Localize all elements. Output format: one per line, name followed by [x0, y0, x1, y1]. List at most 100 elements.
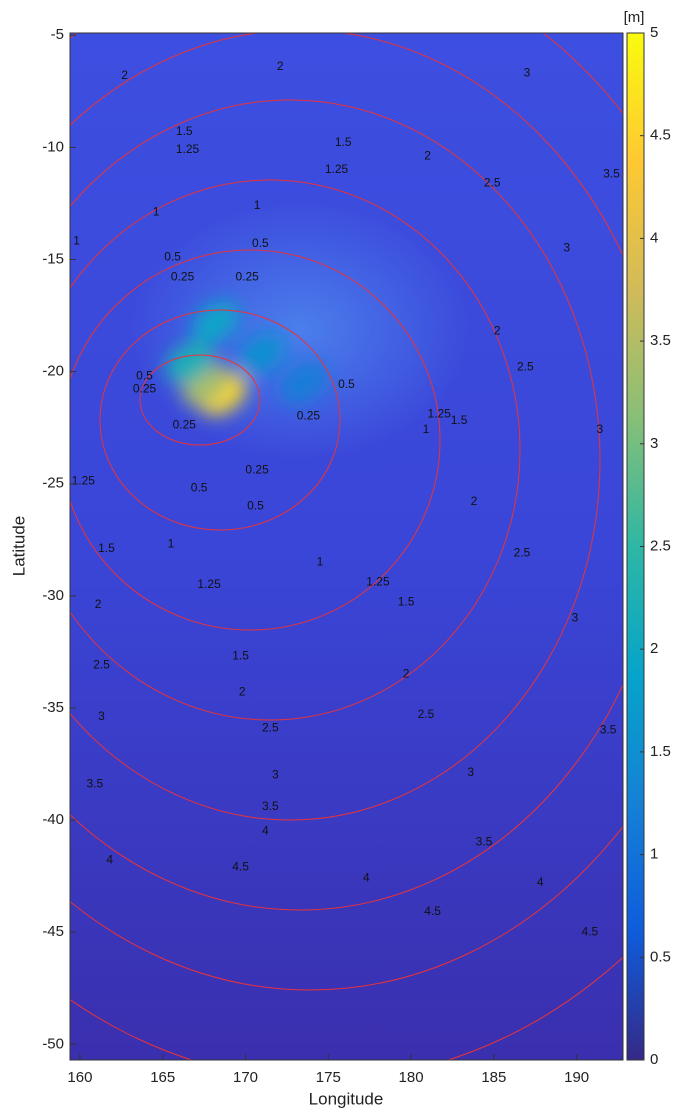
colorbar-label: [m]: [624, 9, 645, 26]
y-tick-label: -50: [42, 1035, 64, 1052]
contour-label: 2: [239, 684, 246, 698]
x-axis-label: Longitude: [309, 1089, 384, 1108]
contour-label: 1.25: [72, 474, 96, 488]
contour-label: 1.25: [428, 406, 452, 420]
colorbar-tick-label: 0: [650, 1051, 658, 1068]
contour-label: 3: [467, 765, 474, 779]
x-tick-label: 185: [481, 1069, 506, 1086]
colorbar-tick-label: 1.5: [650, 743, 671, 760]
contour-label: 0.5: [252, 236, 269, 250]
contour-label: 1.25: [325, 162, 349, 176]
x-tick-label: 160: [67, 1069, 92, 1086]
y-tick-label: -25: [42, 475, 64, 492]
contour-label: 0.5: [191, 480, 208, 494]
colorbar-tick-label: 1: [650, 846, 658, 863]
contour-label: 2: [494, 323, 501, 337]
contour-label: 1.25: [197, 577, 221, 591]
contour-label: 1: [73, 234, 80, 248]
contour-lines: [70, 33, 623, 1060]
contour-label: 1.5: [451, 413, 468, 427]
contour-label: 1.5: [398, 595, 415, 609]
contour-label: 2: [403, 666, 410, 680]
colorbar-tick-label: 3: [650, 435, 658, 452]
y-tick-label: -10: [42, 138, 64, 155]
colorbar-tick-label: 0.5: [650, 948, 671, 965]
contour-label: 2: [277, 59, 284, 73]
contour-label: 4: [262, 823, 269, 837]
y-tick-label: -30: [42, 587, 64, 604]
contour-label: 4: [537, 875, 544, 889]
contour-label: 1.5: [232, 649, 249, 663]
contour-label: 3: [596, 422, 603, 436]
contour-label: 3.5: [262, 799, 279, 813]
x-tick-label: 170: [233, 1069, 258, 1086]
contour-label: 3: [98, 709, 105, 723]
contour-label: 1.5: [98, 541, 115, 555]
x-tick-label: 165: [150, 1069, 175, 1086]
y-tick-label: -15: [42, 250, 64, 267]
hotspot: [279, 361, 328, 404]
contour-label: 3.5: [86, 776, 103, 790]
y-tick-label: -40: [42, 811, 64, 828]
contour-label: 2: [424, 149, 431, 163]
contour-label: 1: [254, 198, 261, 212]
contour-label: 0.5: [136, 368, 153, 382]
contour-label: 2.5: [93, 658, 110, 672]
hotspot: [192, 301, 240, 344]
contour-label: 4.5: [424, 904, 441, 918]
contour-label: 2.5: [484, 175, 501, 189]
colorbar-tick-label: 2.5: [650, 537, 671, 554]
x-tick-label: 175: [316, 1069, 341, 1086]
plot-frame: [69, 32, 624, 1061]
y-axis-label: Latitude: [9, 516, 28, 577]
hotspot: [165, 341, 213, 384]
contour-label: 0.25: [245, 462, 269, 476]
contour-label: 1.25: [366, 575, 390, 589]
colorbar-tick-label: 4.5: [650, 127, 671, 144]
contour-label: 2: [95, 597, 102, 611]
y-tick-label: -5: [51, 26, 64, 43]
contour-label: 2.5: [517, 359, 534, 373]
contour-label: 0.5: [338, 377, 355, 391]
contour-label: 1: [153, 205, 160, 219]
contour-label: 0.25: [173, 418, 197, 432]
colorbar-tick-label: 2: [650, 640, 658, 657]
contour-label: 2.5: [418, 707, 435, 721]
y-tick-label: -20: [42, 363, 64, 380]
contour-label: 3.5: [600, 723, 617, 737]
contour-label: 1: [423, 422, 430, 436]
contour-label: 1.5: [176, 124, 193, 138]
contour-label: 1: [168, 536, 175, 550]
contour-label: 0.25: [235, 270, 259, 284]
contour-label: 4.5: [232, 859, 249, 873]
contour-label: 2: [471, 494, 478, 508]
contour-label: 1.25: [176, 142, 200, 156]
y-tick-label: -35: [42, 699, 64, 716]
contour-label: 0.5: [164, 249, 181, 263]
field-background: [70, 33, 623, 1060]
colorbar-tick-label: 4: [650, 229, 658, 246]
contour-label: 3: [524, 66, 531, 80]
y-tick-label: -45: [42, 923, 64, 940]
contour-label: 2: [121, 68, 128, 82]
contour-label: 2.5: [262, 720, 279, 734]
contour-label: 3.5: [603, 166, 620, 180]
hotspot: [238, 332, 286, 375]
contour-label: 4: [363, 871, 370, 885]
contour-label: 3.5: [476, 835, 493, 849]
contour-label: 0.25: [297, 409, 321, 423]
colorbar-tick-label: 3.5: [650, 332, 671, 349]
contour-label: 0.5: [247, 498, 264, 512]
contour-label: 0.25: [133, 382, 157, 396]
contour-label: 1: [317, 554, 324, 568]
contour-label: 2.5: [514, 545, 531, 559]
contour-label: 3: [572, 610, 579, 624]
contour-label: 4.5: [582, 924, 599, 938]
contour-label: 3: [272, 767, 279, 781]
contour-label: 3: [563, 240, 570, 254]
x-tick-label: 190: [564, 1069, 589, 1086]
colorbar-tick-label: 5: [650, 24, 658, 41]
contour-label: 1.5: [335, 135, 352, 149]
